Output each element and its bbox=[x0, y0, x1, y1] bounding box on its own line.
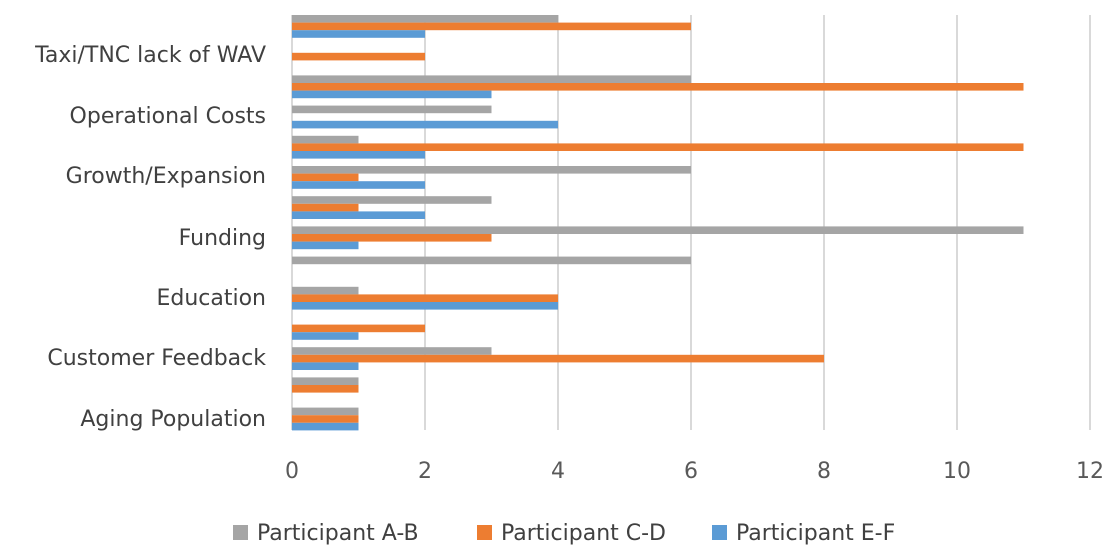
bar-participant-e-f bbox=[292, 181, 425, 189]
bar-participant-a-b bbox=[292, 347, 492, 355]
bar-participant-c-d bbox=[292, 83, 1024, 91]
bar-participant-a-b bbox=[292, 166, 691, 174]
bar-participant-a-b bbox=[292, 196, 492, 204]
bar-participant-c-d bbox=[292, 294, 558, 302]
bar-participant-e-f bbox=[292, 332, 359, 340]
bar-participant-c-d bbox=[292, 415, 359, 423]
x-tick-label: 6 bbox=[684, 459, 698, 484]
bar-participant-a-b bbox=[292, 105, 492, 114]
bar-participant-c-d bbox=[292, 385, 359, 393]
bar-participant-e-f bbox=[292, 90, 492, 99]
bar-participant-c-d bbox=[292, 173, 359, 182]
category-label: Growth/Expansion bbox=[66, 164, 266, 189]
category-label: Education bbox=[156, 286, 266, 311]
legend-swatch bbox=[477, 525, 492, 540]
bar-participant-e-f bbox=[292, 422, 359, 431]
bar-participant-e-f bbox=[292, 30, 425, 38]
bar-participant-e-f bbox=[292, 241, 359, 250]
bar-participant-c-d bbox=[292, 203, 359, 212]
legend-swatch bbox=[712, 525, 727, 540]
bars bbox=[292, 15, 1024, 431]
bar-participant-c-d bbox=[292, 22, 691, 31]
bar-participant-a-b bbox=[292, 226, 1024, 234]
x-tick-label: 10 bbox=[943, 459, 971, 484]
bar-participant-e-f bbox=[292, 211, 425, 219]
legend-label: Participant C-D bbox=[501, 521, 666, 546]
x-tick-label: 2 bbox=[418, 459, 432, 484]
x-tick-label: 0 bbox=[285, 459, 299, 484]
bar-participant-c-d bbox=[292, 234, 492, 242]
bar-participant-a-b bbox=[292, 15, 558, 23]
bar-participant-a-b bbox=[292, 256, 691, 265]
bar-participant-a-b bbox=[292, 135, 359, 144]
legend-swatch bbox=[233, 525, 248, 540]
legend-label: Participant A-B bbox=[257, 521, 419, 546]
bar-participant-e-f bbox=[292, 362, 359, 370]
bar-participant-e-f bbox=[292, 151, 425, 159]
bar-participant-a-b bbox=[292, 75, 691, 83]
category-label: Operational Costs bbox=[70, 104, 266, 129]
x-tick-label: 8 bbox=[817, 459, 831, 484]
bar-participant-e-f bbox=[292, 302, 558, 310]
bar-participant-a-b bbox=[292, 377, 359, 385]
bar-participant-c-d bbox=[292, 52, 425, 61]
bar-participant-c-d bbox=[292, 143, 1024, 151]
category-label: Aging Population bbox=[80, 407, 266, 432]
x-tick-label: 4 bbox=[551, 459, 565, 484]
category-label: Customer Feedback bbox=[47, 346, 266, 371]
x-axis-ticks: 0 2 4 6 8 10 12 bbox=[285, 459, 1104, 484]
bar-participant-c-d bbox=[292, 354, 824, 363]
category-label: Funding bbox=[179, 226, 266, 251]
bar-participant-e-f bbox=[292, 120, 558, 129]
category-label: Taxi/TNC lack of WAV bbox=[34, 43, 266, 68]
legend: Participant A-B Participant C-D Participan… bbox=[233, 521, 895, 546]
bar-participant-a-b bbox=[292, 286, 359, 295]
legend-label: Participant E-F bbox=[736, 521, 895, 546]
bar-participant-c-d bbox=[292, 324, 425, 333]
bar-participant-a-b bbox=[292, 407, 359, 416]
x-tick-label: 12 bbox=[1076, 459, 1104, 484]
category-labels: Taxi/TNC lack of WAV Operational Costs Gro… bbox=[34, 43, 266, 432]
